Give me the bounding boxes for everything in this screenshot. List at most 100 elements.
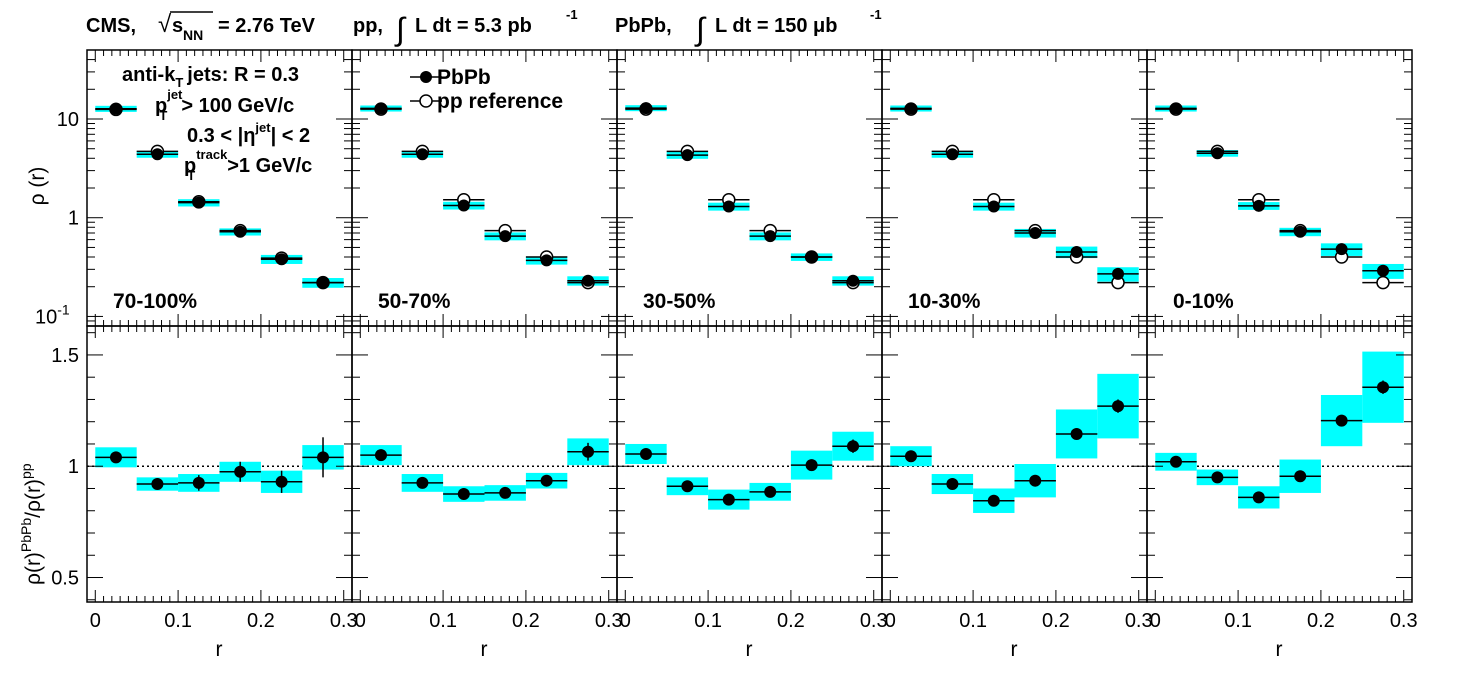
pbpb-point — [681, 149, 694, 162]
pbpb-point — [1070, 245, 1083, 258]
top-panel-frame — [1146, 49, 1413, 327]
centrality-label: 10-30% — [908, 290, 981, 313]
header-sqrt-symbol: √ — [158, 11, 172, 38]
x-tick-label: 0.1 — [164, 610, 192, 632]
legend-cuts: anti-kT jets: R = 0.3 pjet T > 100 GeV/c 0.… — [122, 64, 312, 183]
legend-jet-pt: pjet T > 100 GeV/c — [155, 87, 294, 123]
x-tick-label: 0.1 — [694, 610, 722, 632]
header-pp-lumi: L dt = 5.3 pb — [415, 15, 532, 37]
pbpb-point — [639, 102, 652, 115]
top-panel-frame — [881, 49, 1148, 327]
y-tick-label: 10 — [57, 109, 79, 131]
pbpb-point — [1294, 225, 1307, 238]
x-tick-label: 0.3 — [860, 610, 888, 632]
x-tick-label: 0 — [355, 610, 366, 632]
panel-4: 10-30% 0 0.1 0.2 0.3 r — [881, 49, 1153, 661]
legend-jet-algo: anti-kT jets: R = 0.3 — [122, 64, 299, 90]
x-tick-label: 0.2 — [777, 610, 805, 632]
legend-pbpb-marker — [420, 71, 432, 83]
x-tick-label: 0 — [1150, 610, 1161, 632]
pbpb-point — [1377, 264, 1390, 277]
x-tick-label: 0.1 — [429, 610, 457, 632]
pbpb-point — [374, 102, 387, 115]
ratio-point — [681, 480, 694, 493]
y-tick-label: 1 — [68, 208, 79, 230]
x-tick-label: 0.3 — [1125, 610, 1153, 632]
x-axis-title: r — [746, 638, 753, 661]
panel-3: 30-50% 0 0.1 0.2 0.3 r — [616, 49, 888, 661]
ratio-point — [722, 493, 735, 506]
pbpb-point — [317, 276, 330, 289]
pbpb-point — [764, 230, 777, 243]
centrality-label: 70-100% — [113, 290, 197, 313]
pbpb-point — [275, 253, 288, 266]
x-tick-label: 0.3 — [1390, 610, 1418, 632]
y-tick-label: 1 — [68, 456, 79, 478]
ratio-point — [1112, 400, 1125, 413]
ratio-point — [847, 440, 860, 453]
ratio-point — [904, 450, 917, 463]
ratio-point — [234, 465, 247, 478]
header-pbpb-lumi-exp: -1 — [870, 7, 882, 22]
x-tick-label: 0.2 — [1042, 610, 1070, 632]
x-tick-label: 0.3 — [330, 610, 358, 632]
ratio-point — [764, 485, 777, 498]
pp-point — [1376, 275, 1390, 290]
ratio-point — [1252, 491, 1265, 504]
ratio-point — [946, 478, 959, 491]
x-tick-label: 0.1 — [959, 610, 987, 632]
pbpb-point — [540, 254, 553, 267]
pbpb-point — [904, 102, 917, 115]
pbpb-point — [416, 148, 429, 161]
ratio-point — [1335, 414, 1348, 427]
ratio-point — [192, 476, 205, 489]
centrality-label: 30-50% — [643, 290, 716, 313]
pbpb-point — [1029, 227, 1042, 240]
ratio-point — [1070, 427, 1083, 440]
centrality-label: 0-10% — [1173, 290, 1234, 313]
header-pbpb-label: PbPb, — [615, 15, 672, 37]
ratio-point — [987, 494, 1000, 507]
x-axis-title: r — [1276, 638, 1283, 661]
x-tick-label: 0.2 — [512, 610, 540, 632]
y-tick-label: 10-1 — [35, 301, 70, 328]
ratio-point — [374, 449, 387, 462]
x-tick-label: 0 — [885, 610, 896, 632]
header-pp-lumi-exp: -1 — [566, 7, 578, 22]
pbpb-point — [722, 200, 735, 213]
header-integral-pbpb: ∫ — [694, 11, 707, 47]
header-s-sub: NN — [183, 27, 203, 43]
x-tick-label: 0.2 — [247, 610, 275, 632]
ratio-point — [540, 474, 553, 487]
legend-markers: PbPb pp reference — [410, 66, 563, 113]
legend-track-pt: ptrack T >1 GeV/c — [184, 147, 312, 183]
ratio-point — [1377, 381, 1390, 394]
x-tick-label: 0 — [90, 610, 101, 632]
legend-pp-label: pp reference — [437, 90, 563, 113]
pbpb-point — [987, 200, 1000, 213]
header-s: s — [172, 15, 183, 37]
y-tick-label: 0.5 — [51, 568, 79, 590]
pbpb-point — [946, 148, 959, 161]
pbpb-point — [457, 199, 470, 212]
legend-pbpb-label: PbPb — [437, 66, 491, 89]
pbpb-point — [109, 102, 122, 115]
panel-5: 0-10% 0 0.1 0.2 0.3 r — [1146, 49, 1418, 661]
header-integral-pp: ∫ — [394, 11, 407, 47]
ratio-point — [109, 451, 122, 464]
x-axis-title: r — [1011, 638, 1018, 661]
pbpb-point — [805, 251, 818, 263]
x-tick-label: 0.1 — [1224, 610, 1252, 632]
ratio-point — [1169, 455, 1182, 468]
pbpb-point — [847, 274, 860, 287]
ratio-point — [416, 476, 429, 489]
ratio-point — [1294, 470, 1307, 483]
pbpb-point — [1112, 267, 1125, 280]
ratio-point — [457, 488, 470, 501]
pbpb-point — [582, 274, 595, 287]
ratio-point — [275, 475, 288, 488]
pbpb-point — [499, 230, 512, 243]
